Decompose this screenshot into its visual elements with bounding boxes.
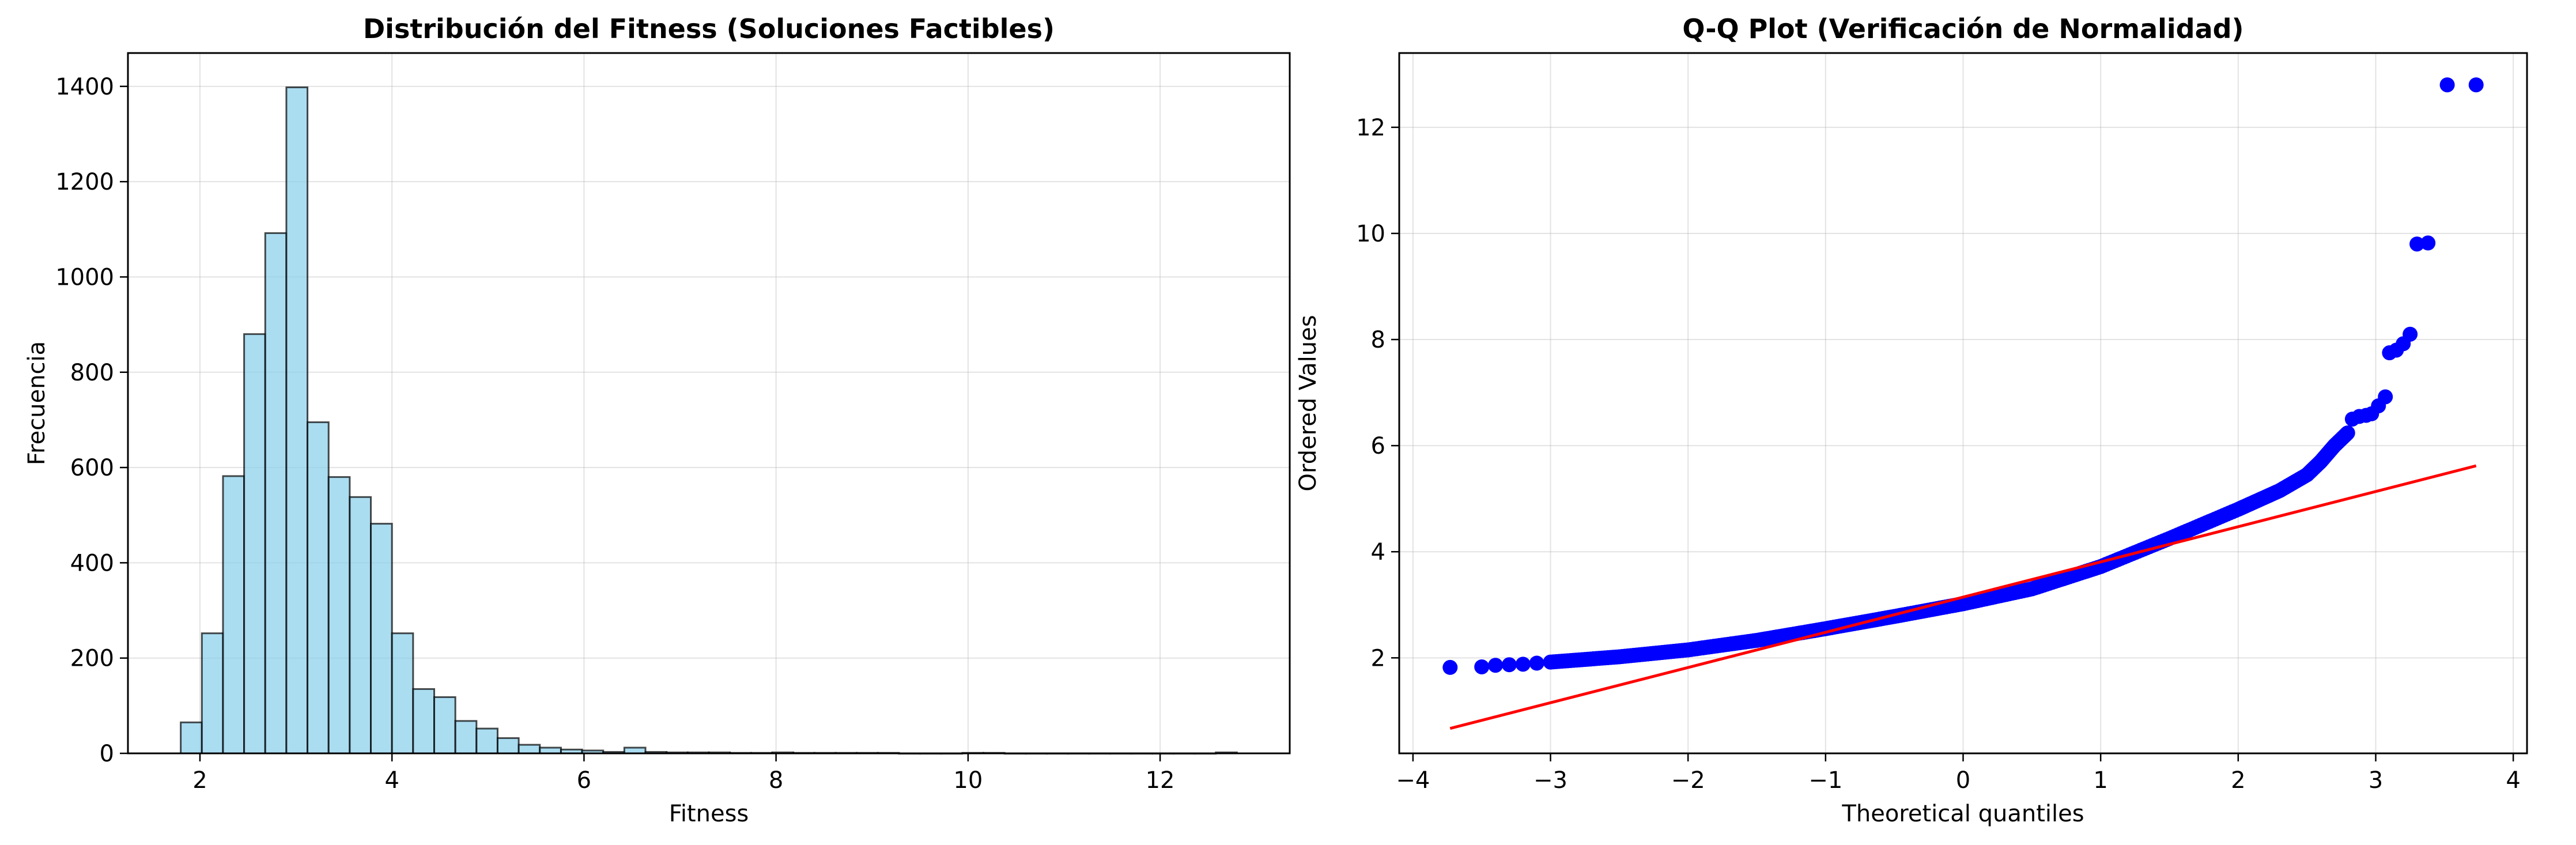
qq-plot-x-tick-label: 1 — [2093, 767, 2107, 794]
histogram-bar — [349, 496, 372, 755]
qq-plot-grid — [1399, 53, 2527, 753]
histogram-y-tick-label: 400 — [70, 550, 114, 576]
histogram-y-tick-label: 1200 — [55, 169, 114, 195]
qq-plot-point — [2409, 236, 2425, 252]
qq-plot-y-tick-label: 10 — [1356, 221, 1385, 247]
qq-plot-x-tick-label: 3 — [2369, 767, 2383, 794]
qq-plot-title: Q-Q Plot (Verificación de Normalidad) — [1682, 13, 2243, 44]
qq-plot-point — [2378, 389, 2393, 405]
qq-plot-y-axis-label: Ordered Values — [1295, 315, 1321, 491]
histogram-bar — [285, 86, 309, 755]
qq-plot-x-tick-label: −2 — [1671, 767, 1705, 794]
qq-plot-y-tick-label: 12 — [1356, 115, 1385, 141]
qq-plot-point — [1442, 659, 1458, 675]
histogram-axes-frame — [127, 52, 1291, 755]
qq-plot-x-tick-label: −1 — [1808, 767, 1842, 794]
histogram-x-tick-label: 8 — [769, 767, 783, 794]
qq-plot-x-tick-label: 4 — [2506, 767, 2520, 794]
qq-plot-y-tick-label: 8 — [1371, 327, 1385, 353]
qq-plot-points — [1442, 77, 2484, 730]
histogram-bar — [391, 632, 414, 755]
qq-plot-point — [1515, 657, 1531, 672]
histogram-bar — [518, 744, 541, 755]
histogram-bar — [496, 737, 520, 755]
qq-plot-y-tick-label: 4 — [1371, 539, 1385, 565]
histogram-title: Distribución del Fitness (Soluciones Fac… — [363, 13, 1055, 44]
histogram-ticks: 2 4 6 8 10 12 0 200 400 600 800 1000 1200 1400 — [55, 74, 1174, 794]
histogram-x-tick-label: 10 — [953, 767, 983, 794]
histogram-bar — [243, 333, 266, 755]
histogram-bar — [433, 696, 456, 755]
histogram-bar — [222, 475, 245, 755]
qq-plot-point — [1501, 657, 1517, 673]
qq-plot-y-tick-label: 2 — [1371, 645, 1385, 672]
qq-plot-fit-line — [1449, 464, 2477, 730]
histogram-y-tick-label: 1000 — [55, 264, 114, 291]
histogram-bar — [327, 476, 351, 755]
histogram-bar — [454, 720, 478, 755]
qq-plot-point — [1474, 659, 1490, 674]
qq-plot-point — [2468, 77, 2484, 93]
histogram-y-tick-label: 1400 — [55, 74, 114, 100]
qq-plot-point — [1529, 655, 1544, 671]
qq-plot-point — [2439, 77, 2455, 93]
histogram-bar — [370, 523, 393, 755]
histogram-y-tick-label: 200 — [70, 646, 114, 672]
histogram-x-tick-label: 12 — [1146, 767, 1175, 794]
histogram-bar — [412, 688, 435, 755]
qq-plot-point — [2420, 235, 2436, 251]
histogram-bar — [475, 727, 498, 755]
histogram-y-tick-label: 0 — [100, 741, 114, 767]
histogram-bar — [180, 721, 203, 755]
qq-plot-x-tick-label: 0 — [1956, 767, 1970, 794]
histogram-x-tick-label: 4 — [384, 767, 399, 794]
qq-plot-point — [2403, 326, 2418, 342]
qq-plot-x-tick-label: −3 — [1533, 767, 1567, 794]
qq-plot-x-axis-label: Theoretical quantiles — [1841, 801, 2084, 827]
qq-plot-point — [1488, 658, 1504, 673]
histogram-x-tick-label: 6 — [577, 767, 591, 794]
qq-plot-x-tick-label: 2 — [2231, 767, 2245, 794]
histogram-panel: 2 4 6 8 10 12 0 200 400 600 800 1000 1200 1400 Distri… — [24, 13, 1291, 827]
histogram-bar — [201, 632, 224, 755]
qq-plot-x-tick-label: −4 — [1396, 767, 1430, 794]
qq-plot-point — [2340, 425, 2355, 441]
histogram-x-tick-label: 2 — [192, 767, 207, 794]
histogram-bar — [307, 421, 330, 755]
histogram-x-axis-label: Fitness — [669, 801, 749, 827]
histogram-bar — [264, 232, 288, 755]
histogram-y-tick-label: 600 — [70, 455, 114, 481]
histogram-y-tick-label: 800 — [70, 360, 114, 386]
histogram-y-axis-label: Frecuencia — [24, 341, 50, 465]
qq-plot-y-tick-label: 6 — [1371, 433, 1385, 459]
